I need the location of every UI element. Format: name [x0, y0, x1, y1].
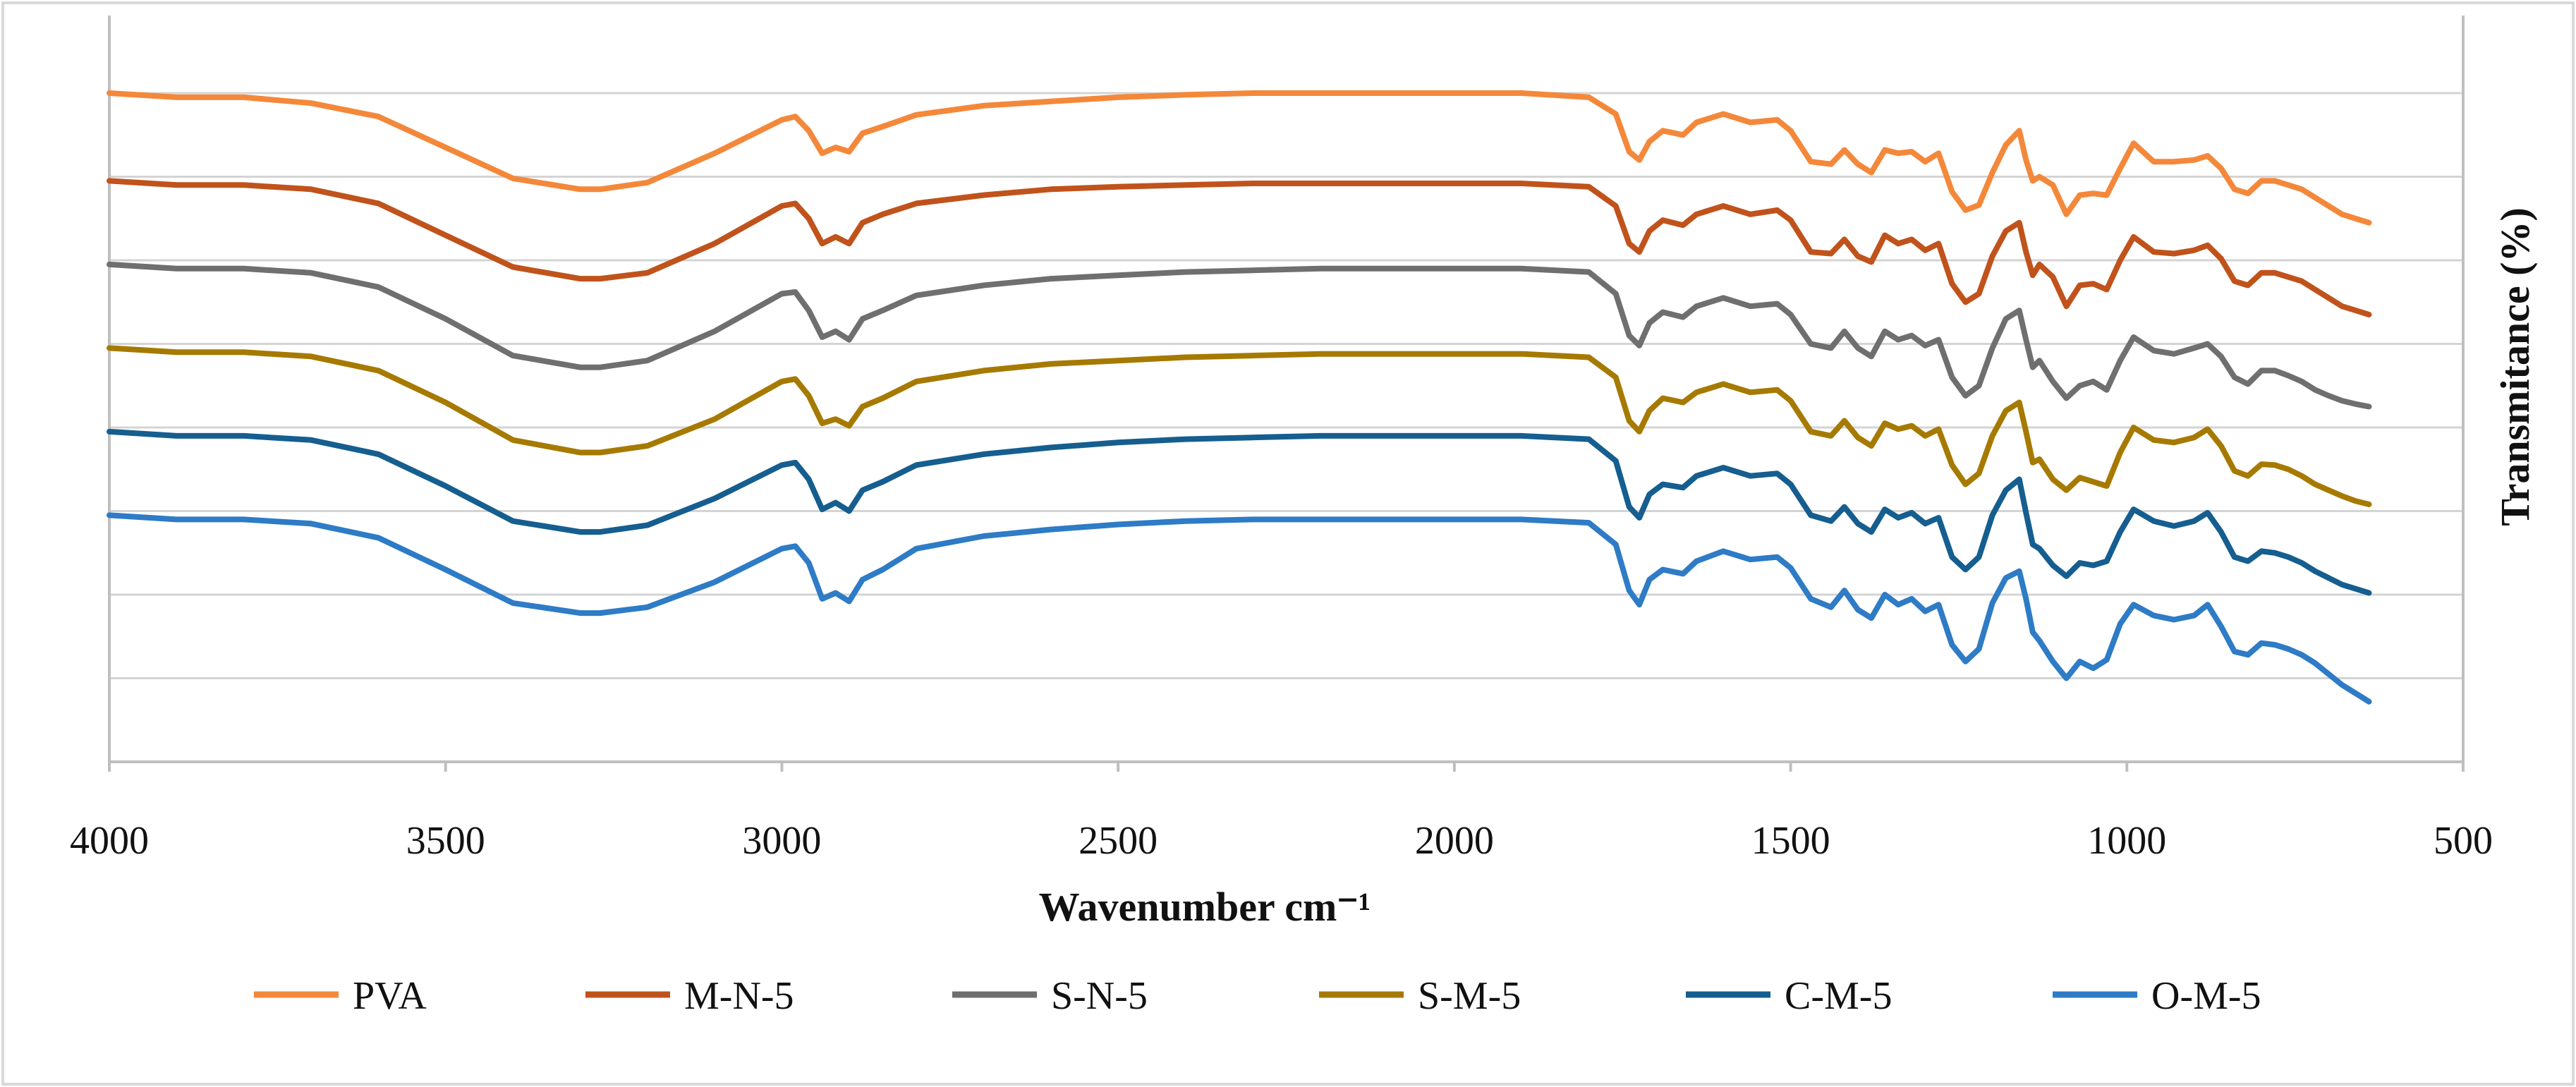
x-tick-label-5: 1500 [1751, 819, 1830, 863]
y-axis-title: Transmitance (%) [2492, 207, 2538, 526]
legend-label-S-M-5: S-M-5 [1418, 974, 1521, 1018]
series-line-PVA [107, 90, 2372, 226]
legend-label-O-M-5: O-M-5 [2151, 974, 2261, 1018]
legend-label-C-M-5: C-M-5 [1785, 974, 1892, 1018]
x-tick-label-1: 3500 [406, 819, 485, 863]
x-tick-label-2: 3000 [742, 819, 821, 863]
x-axis-title: Wavenumber cm⁻¹ [1039, 884, 1371, 930]
x-tick-label-6: 1000 [2087, 819, 2166, 863]
legend-label-PVA: PVA [353, 974, 427, 1018]
legend-label-M-N-5: M-N-5 [684, 974, 794, 1018]
x-tick-label-0: 4000 [70, 819, 149, 863]
axes [108, 16, 2465, 772]
x-tick-label-7: 500 [2434, 819, 2493, 863]
x-tick-labels: 4000 3500 3000 2500 2000 1500 1000 500 [70, 819, 2493, 863]
series-lines [107, 90, 2372, 705]
series-line-S-M-5 [107, 345, 2372, 507]
series-line-S-N-5 [107, 261, 2372, 410]
x-tick-label-3: 2500 [1079, 819, 1158, 863]
x-tick-label-4: 2000 [1415, 819, 1494, 863]
legend-label-S-N-5: S-N-5 [1051, 974, 1148, 1018]
series-line-O-M-5 [107, 512, 2372, 705]
legend: PVA M-N-5 S-N-5 S-M-5 C-M-5 O-M-5 [254, 974, 2261, 1018]
series-line-M-N-5 [107, 178, 2372, 317]
series-line-C-M-5 [107, 428, 2372, 596]
